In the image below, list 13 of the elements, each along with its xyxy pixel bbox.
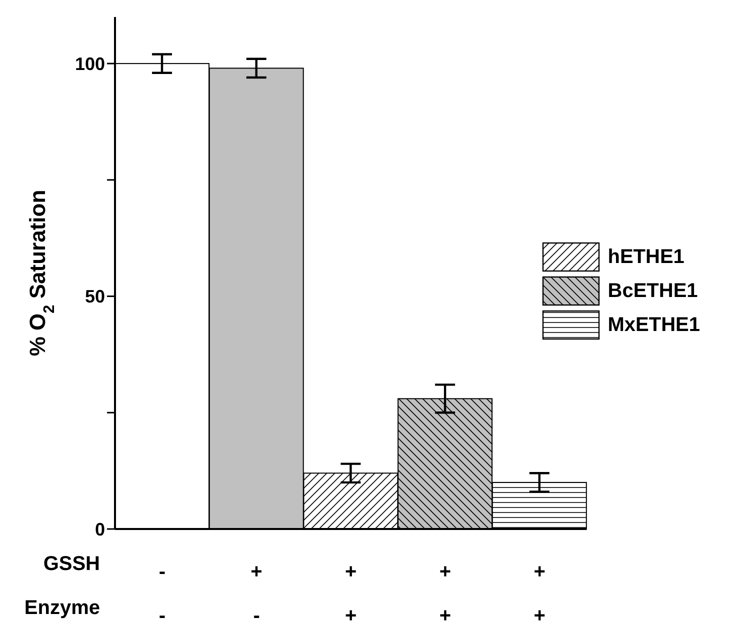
y-tick-label: 50 [84, 286, 105, 307]
legend-label: MxETHE1 [608, 314, 700, 336]
x-tick-label: + + [345, 561, 357, 626]
legend-label: hETHE1 [608, 246, 684, 268]
text: GSSH [43, 553, 100, 575]
y-tick-label: 0 [94, 519, 105, 540]
x-tick-label: + + [439, 561, 452, 626]
legend-label: BcETHE1 [608, 280, 698, 302]
x-tick-label: + + [534, 561, 546, 626]
x-tick-label: + - [250, 561, 262, 626]
x-tick-label: - - [158, 561, 166, 626]
y-tick-label: 100 [74, 54, 105, 74]
text: Enzyme [24, 597, 100, 619]
